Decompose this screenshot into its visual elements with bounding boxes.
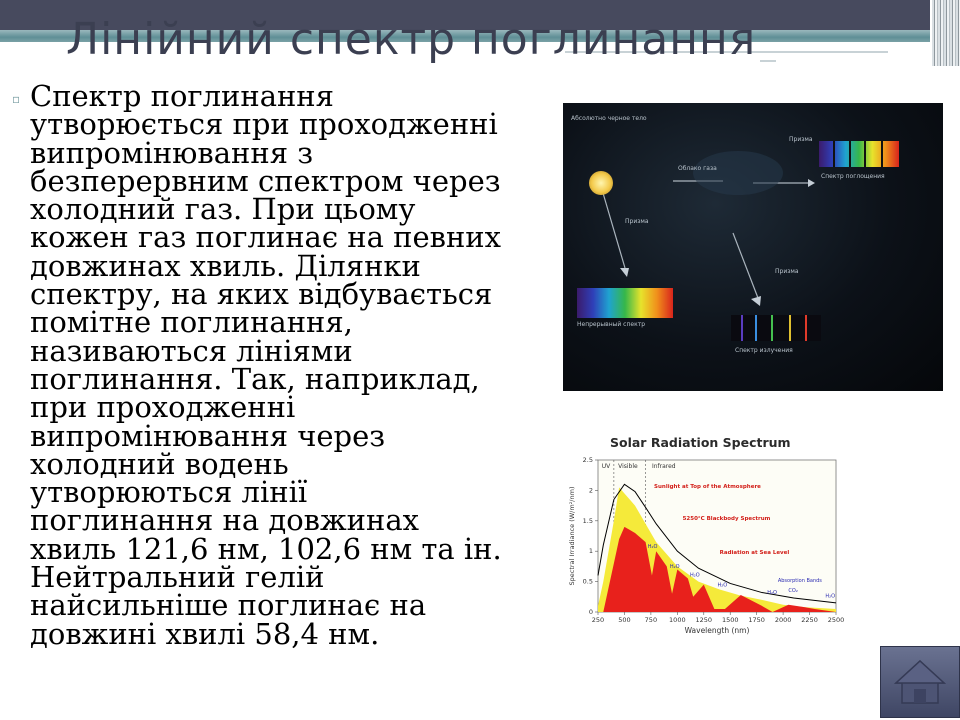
molecule-label: H₂O (670, 564, 680, 570)
y-tick-label: 0.5 (583, 578, 593, 586)
body-line: називаються лініями (30, 333, 353, 368)
y-tick-label: 0 (589, 608, 593, 616)
legend-absorption: Absorption Bands (778, 578, 822, 584)
y-axis-label: Spectral Irradiance (W/m²/nm) (568, 487, 576, 586)
y-tick-label: 2 (589, 486, 593, 494)
label-gas-cloud: Облако газа (678, 165, 717, 172)
home-button[interactable] (880, 646, 960, 718)
legend-sea-level: Radiation at Sea Level (720, 550, 790, 556)
bullet-icon: ▫ (12, 92, 21, 106)
label-prism-left: Призма (625, 218, 649, 225)
spectrum-illustration: Абсолютно черное тело Облако газа Призма… (563, 103, 943, 391)
molecule-label: H₂O (718, 582, 728, 588)
body-line: найсильніше поглинає на (30, 588, 427, 623)
body-line: утворюється при проходженні (30, 107, 498, 142)
molecule-label: H₂O (825, 593, 835, 599)
body-line: холодний газ. При цьому (30, 192, 416, 227)
x-tick-label: 1250 (696, 616, 713, 624)
band-label: Infrared (652, 463, 676, 470)
y-tick-label: 2.5 (583, 456, 593, 464)
label-emission-spectrum: Спектр излучения (735, 347, 793, 354)
body-line: помітне поглинання, (30, 305, 353, 340)
x-tick-label: 1750 (748, 616, 765, 624)
solar-radiation-chart: Solar Radiation Spectrum UV Visible Infrar… (560, 432, 845, 642)
body-line: Спектр поглинання (30, 79, 334, 113)
x-tick-label: 250 (592, 616, 604, 624)
home-icon (894, 659, 946, 704)
label-continuous-spectrum: Непрерывный спектр (577, 321, 646, 328)
absorption-spectrum-strip (819, 141, 899, 167)
body-line: хвиль 121,6 нм, 102,6 нм та ін. (30, 531, 502, 566)
chart-title: Solar Radiation Spectrum (610, 435, 791, 450)
chart-plot: UV Visible Infrared 250 500 750 1000 1250 1500 17… (568, 456, 845, 635)
x-tick-label: 1000 (669, 616, 686, 624)
title-band (0, 0, 930, 30)
sun-icon (589, 171, 613, 195)
series-blackbody (597, 483, 837, 604)
body-line: випромінювання через (30, 418, 386, 453)
title-underline-short (760, 60, 776, 62)
body-line: поглинання на довжинах (30, 503, 419, 538)
x-tick-label: 500 (618, 616, 630, 624)
label-absorption-spectrum: Спектр поглощения (821, 173, 885, 180)
title-underline (565, 51, 888, 53)
x-tick-label: 2250 (801, 616, 818, 624)
body-line: довжині хвилі 58,4 нм. (30, 616, 380, 651)
body-line: Нейтральний гелій (30, 560, 325, 595)
corner-decoration (932, 0, 960, 66)
body-line: спектру, на яких відбувається (30, 277, 493, 312)
body-line: довжинах хвиль. Ділянки (30, 248, 421, 283)
body-line: безперервним спектром через (30, 163, 501, 198)
x-tick-label: 750 (645, 616, 657, 624)
legend-blackbody: 5250°C Blackbody Spectrum (683, 516, 771, 522)
molecule-label: CO₂ (788, 588, 797, 594)
illustration-arrows (602, 151, 815, 306)
body-line: при проходженні (30, 390, 296, 425)
x-axis-label: Wavelength (nm) (685, 626, 750, 635)
series-sea-level (603, 526, 836, 612)
label-prism-bottom: Призма (775, 268, 799, 275)
legend-top-atmosphere: Sunlight at Top of the Atmosphere (654, 484, 761, 490)
body-line: поглинання. Так, наприклад, (30, 361, 480, 396)
band-label: UV (602, 463, 611, 470)
accent-stripe (0, 30, 930, 42)
emission-spectrum-strip (731, 315, 821, 341)
slide-title: Лінійний спектр поглинання (66, 14, 757, 65)
molecule-label: H₂O (767, 590, 777, 596)
continuous-spectrum-strip (577, 288, 673, 318)
molecule-label: H₂O (690, 573, 700, 579)
body-line: кожен газ поглинає на певних (30, 220, 501, 255)
x-tick-label: 2500 (828, 616, 845, 624)
x-tick-label: 2000 (775, 616, 792, 624)
body-line: холодний водень (30, 446, 289, 481)
slide-body: Спектр поглинання утворюється при проходж… (30, 79, 540, 651)
band-label: Visible (618, 463, 638, 470)
label-prism-top: Призма (789, 136, 813, 143)
y-tick-label: 1 (589, 547, 593, 555)
label-blackbody: Абсолютно черное тело (571, 115, 647, 122)
x-tick-label: 1500 (722, 616, 739, 624)
body-line: утворюються лінії (30, 475, 308, 510)
molecule-label: H₂O (648, 544, 658, 550)
y-tick-label: 1.5 (583, 517, 593, 525)
body-line: випромінювання з (30, 135, 314, 170)
